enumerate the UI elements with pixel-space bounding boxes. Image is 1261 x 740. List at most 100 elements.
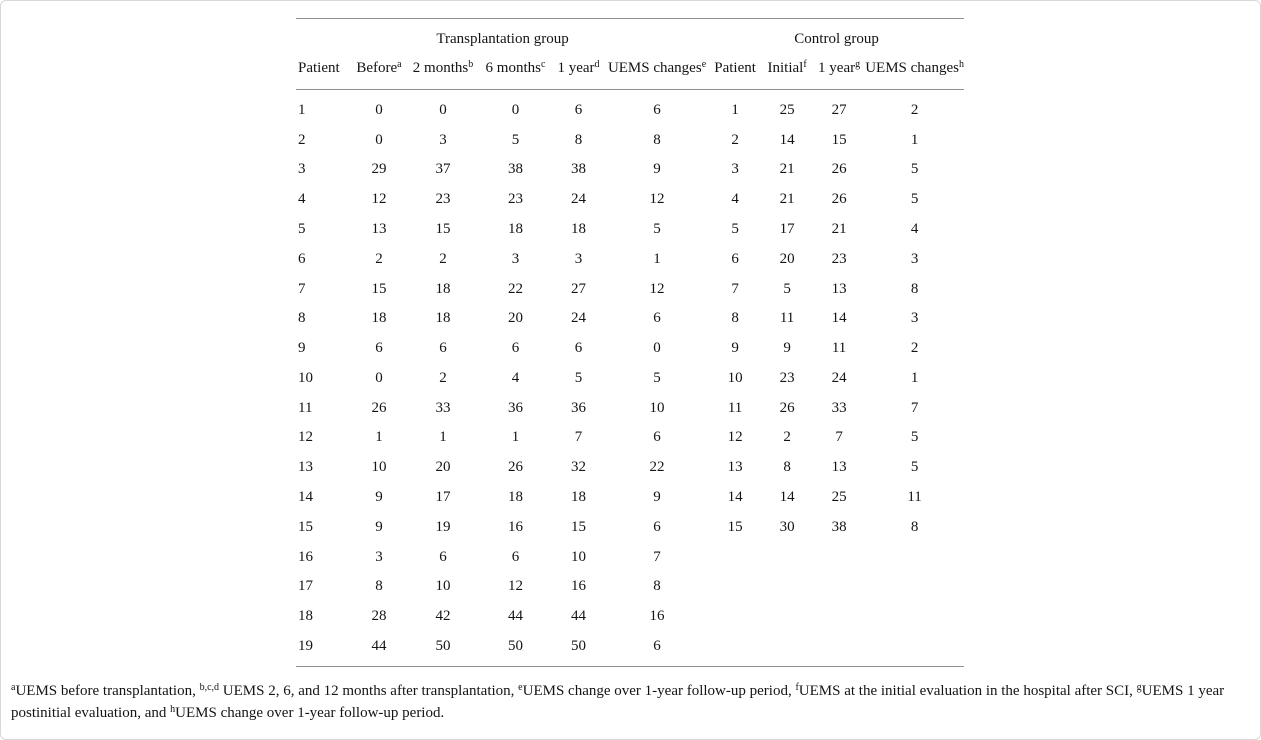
column-header-row: Patient Beforea 2 monthsb 6 monthsc 1 yeard U… xyxy=(296,54,965,90)
table-row: 2 0 3 5 8 8 2 14 15 1 xyxy=(296,126,964,156)
table-cell: 2 xyxy=(298,131,306,148)
table-cell: 24 xyxy=(571,191,586,208)
table-cell: 15 xyxy=(727,518,743,535)
column-header: Patient xyxy=(709,54,762,90)
table-cell: 7 xyxy=(731,280,739,297)
table-cell: 38 xyxy=(571,161,586,178)
table-cell: 16 xyxy=(508,518,523,535)
table-cell: 26 xyxy=(779,399,795,416)
footnote-marker: h xyxy=(958,58,964,70)
table-cell: 15 xyxy=(371,280,387,297)
table-cell: 1 xyxy=(910,369,919,386)
table-cell xyxy=(761,632,813,666)
table-cell: 26 xyxy=(831,161,847,178)
table-cell: 1 xyxy=(439,429,447,446)
table-cell xyxy=(709,632,761,666)
footnote-marker: g xyxy=(855,58,861,70)
table-cell: 11 xyxy=(779,310,795,327)
table-cell: 6 xyxy=(574,101,583,118)
table-cell: 8 xyxy=(298,310,306,327)
table-cell: 26 xyxy=(508,459,523,476)
table-cell: 8 xyxy=(783,459,791,476)
table-cell: 24 xyxy=(571,310,586,327)
table-cell: 27 xyxy=(571,280,586,297)
table-cell: 12 xyxy=(649,191,665,208)
table-cell: 5 xyxy=(511,131,520,148)
table-cell: 22 xyxy=(649,459,665,476)
table-cell: 14 xyxy=(779,489,795,506)
table-cell: 8 xyxy=(731,310,739,327)
table-cell: 14 xyxy=(298,489,313,506)
table-cell xyxy=(865,572,964,602)
table-cell: 10 xyxy=(571,548,586,565)
column-header: Beforea xyxy=(351,54,407,90)
table-cell: 19 xyxy=(435,518,451,535)
table-footnote: aUEMS before transplantation, b,c,d UEMS… xyxy=(11,682,1225,722)
table-cell: 2 xyxy=(439,369,447,386)
table-cell: 24 xyxy=(831,369,847,386)
table-cell: 20 xyxy=(508,310,523,327)
footnote-marker: f xyxy=(803,58,807,70)
table-cell: 8 xyxy=(910,280,919,297)
table-cell: 9 xyxy=(653,161,661,178)
table-cell: 7 xyxy=(653,548,661,565)
table-cell: 8 xyxy=(910,518,919,535)
table-cell: 12 xyxy=(727,429,743,446)
table-cell: 5 xyxy=(910,429,919,446)
table-row: 12 1 1 1 7 6 12 2 7 5 xyxy=(296,423,964,453)
table-cell: 18 xyxy=(571,220,586,237)
table-cell: 6 xyxy=(653,101,661,118)
table-cell: 3 xyxy=(375,548,383,565)
footnote-marker: h xyxy=(170,704,176,715)
footnote-marker: e xyxy=(701,58,707,70)
table-cell: 5 xyxy=(783,280,791,297)
table-cell xyxy=(813,602,865,632)
table-row: 16 3 6 6 10 7 xyxy=(296,543,964,573)
table-cell: 20 xyxy=(779,250,795,267)
table-cell: 16 xyxy=(571,578,586,595)
table-cell xyxy=(865,543,964,573)
table-row: 7 15 18 22 27 12 7 5 13 8 xyxy=(296,274,964,304)
table-cell: 7 xyxy=(835,429,843,446)
table-cell: 0 xyxy=(375,369,383,386)
column-header: UEMS changese xyxy=(605,54,710,90)
table-cell: 18 xyxy=(571,489,586,506)
table-cell: 8 xyxy=(653,131,661,148)
table-cell: 2 xyxy=(439,250,447,267)
table-cell: 18 xyxy=(371,310,387,327)
column-header: Initialf xyxy=(761,54,814,90)
footnote-marker: b xyxy=(468,58,474,70)
table-cell: 13 xyxy=(831,280,847,297)
table-cell: 4 xyxy=(731,191,739,208)
table-cell: 18 xyxy=(435,280,451,297)
group-header-transplantation: Transplantation group xyxy=(436,31,569,48)
table-cell: 5 xyxy=(910,191,919,208)
table-cell: 2 xyxy=(731,131,739,148)
table-body: 1 0 0 0 6 6 1 25 27 2 2 0 3 5 8 8 2 14 15 1 3 29 37 38 38 9 3 21 26 5… xyxy=(296,90,964,667)
table-cell: 10 xyxy=(649,399,665,416)
table-cell: 9 xyxy=(375,518,383,535)
table-cell: 1 xyxy=(298,101,306,118)
table-cell: 8 xyxy=(653,578,661,595)
table-cell: 50 xyxy=(571,637,586,654)
column-header: 6 monthsc xyxy=(479,54,552,90)
table-cell: 1 xyxy=(910,131,919,148)
table-cell xyxy=(865,632,964,666)
table-cell: 13 xyxy=(831,459,847,476)
table-cell: 5 xyxy=(574,369,583,386)
uems-scores-table: Transplantation group Control group Pati… xyxy=(296,18,965,667)
table-cell: 16 xyxy=(649,608,665,625)
group-header-row: Transplantation group Control group xyxy=(296,19,964,55)
table-cell: 5 xyxy=(910,459,919,476)
table-cell: 9 xyxy=(298,340,306,357)
table-cell: 11 xyxy=(831,340,847,357)
table-cell: 25 xyxy=(779,101,795,118)
table-cell: 9 xyxy=(731,340,739,357)
table-row: 14 9 17 18 18 9 14 14 25 11 xyxy=(296,483,964,513)
footnote-marker: c xyxy=(540,58,546,70)
table-cell: 6 xyxy=(653,518,661,535)
table-cell: 3 xyxy=(511,250,520,267)
table-cell: 13 xyxy=(298,459,313,476)
table-cell: 20 xyxy=(435,459,451,476)
table-cell: 21 xyxy=(779,191,795,208)
